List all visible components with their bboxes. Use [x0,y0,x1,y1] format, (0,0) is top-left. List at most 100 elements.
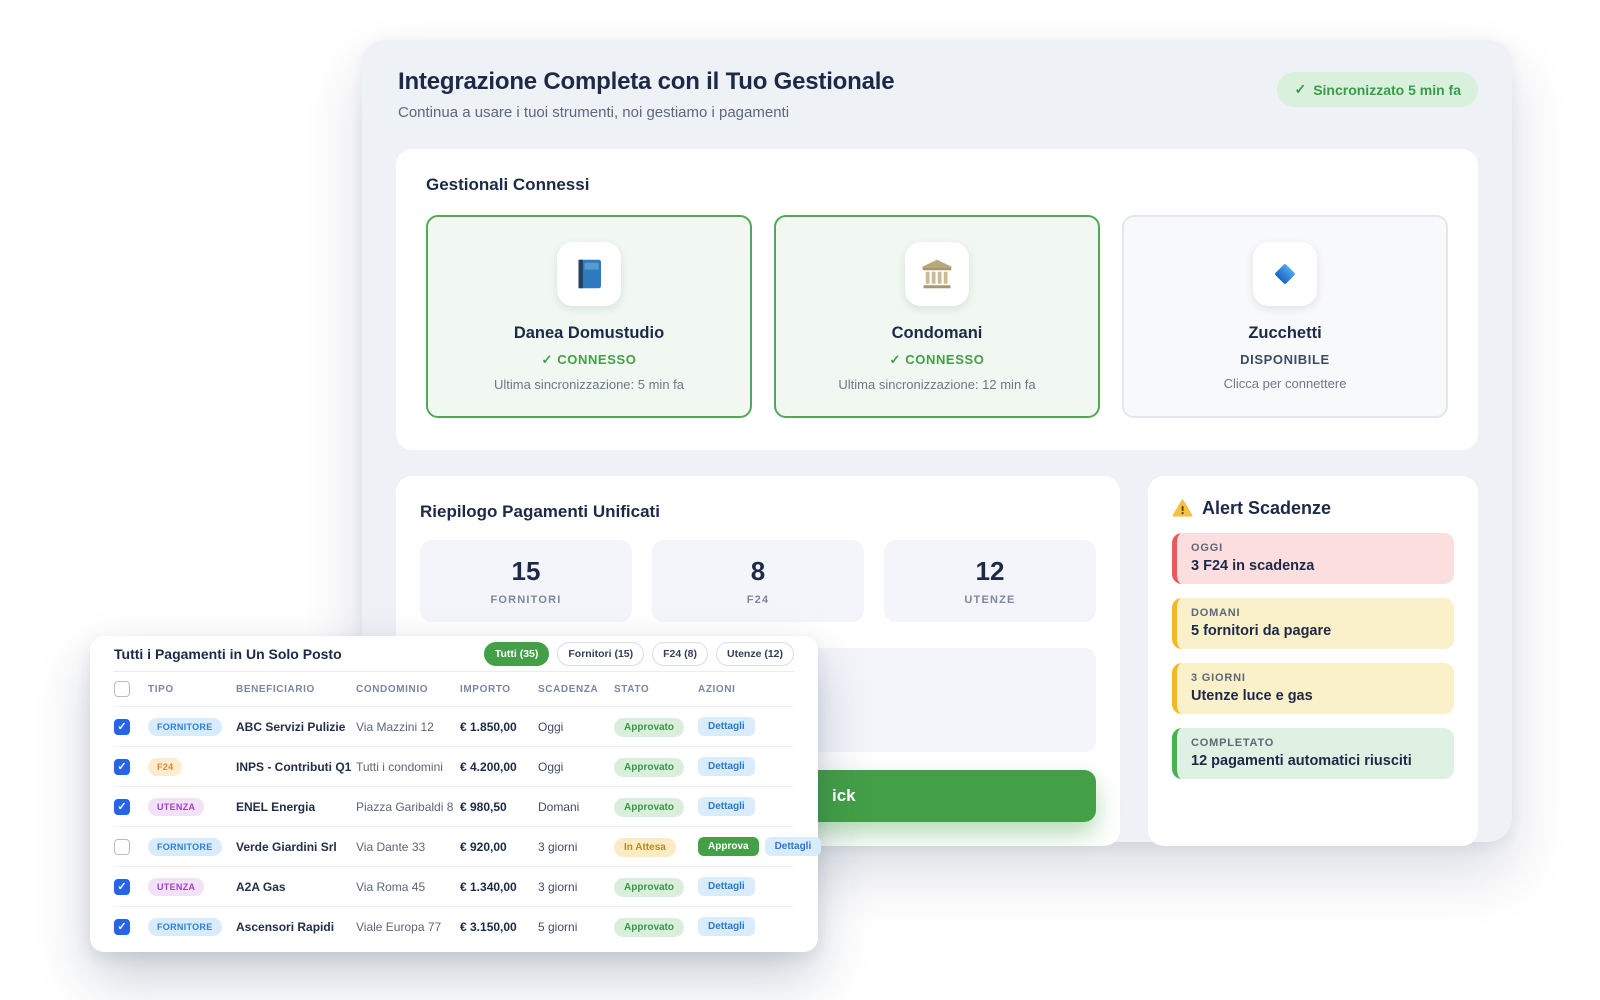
col-tipo: TIPO [148,683,174,695]
stat-utenze: 12 UTENZE [884,540,1096,622]
integration-name: Condomani [891,324,983,342]
col-importo: IMPORTO [460,683,511,695]
alert-label: OGGI [1191,542,1223,554]
dashboard-panel: Integrazione Completa con il Tuo Gestion… [362,40,1512,846]
filter-f24[interactable]: F24 (8) [652,641,708,666]
table-row: UTENZA A2A Gas Via Roma 45 € 1.340,00 3 … [114,866,794,906]
alert-label: DOMANI [1191,607,1241,619]
beneficiario-cell: ENEL Energia [236,799,316,814]
details-button[interactable]: Dettagli [698,917,755,936]
blue-diamond-icon [1275,264,1295,284]
filter-tutti[interactable]: Tutti (35) [483,641,550,666]
tipo-badge: FORNITORE [148,838,222,856]
alert-text: 3 F24 in scadenza [1191,558,1315,574]
beneficiario-cell: Ascensori Rapidi [236,919,335,934]
integration-status: ✓ CONNESSO [889,352,985,367]
details-button[interactable]: Dettagli [698,757,755,776]
condominio-cell: Via Mazzini 12 [356,719,434,734]
integration-card-condomani[interactable]: Condomani ✓ CONNESSO Ultima sincronizzaz… [774,215,1100,418]
alert-item-domani: DOMANI 5 fornitori da pagare [1172,598,1454,649]
row-checkbox[interactable] [114,798,130,815]
status-badge: Approvato [614,917,684,937]
col-stato: STATO [614,683,650,695]
filter-fornitori[interactable]: Fornitori (15) [557,641,645,666]
col-scadenza: SCADENZA [538,683,599,695]
approve-button[interactable]: Approva [698,837,759,856]
header-text: Integrazione Completa con il Tuo Gestion… [398,68,895,121]
table-row: FORNITORE Verde Giardini Srl Via Dante 3… [114,826,822,866]
beneficiario-cell: ABC Servizi Pulizie [236,719,346,734]
integration-name: Danea Domustudio [513,324,665,342]
integration-card-zucchetti[interactable]: Zucchetti DISPONIBILE Clicca per connett… [1122,215,1448,418]
importo-cell: € 3.150,00 [460,919,517,934]
condominio-cell: Via Roma 45 [356,879,426,894]
alert-text: 12 pagamenti automatici riusciti [1191,753,1412,769]
scadenza-cell: Domani [538,799,580,814]
stat-f24: 8 F24 [652,540,864,622]
col-azioni: AZIONI [698,683,736,695]
status-badge: Approvato [614,877,684,897]
condominio-cell: Via Dante 33 [356,839,426,854]
table-row: FORNITORE ABC Servizi Pulizie Via Mazzin… [114,706,794,746]
stat-fornitori: 15 FORNITORI [420,540,632,622]
pay-all-button-label: ick [832,786,856,805]
scadenza-cell: Oggi [538,759,564,774]
sync-status-badge: ✓ Sincronizzato 5 min fa [1277,72,1478,107]
dashboard-header: Integrazione Completa con il Tuo Gestion… [396,62,1478,121]
alert-item-oggi: OGGI 3 F24 in scadenza [1172,533,1454,584]
alerts-header: Alert Scadenze [1172,498,1454,519]
stat-label: UTENZE [964,594,1016,606]
integrations-title: Gestionali Connessi [426,175,590,194]
alert-item-completato: COMPLETATO 12 pagamenti automatici riusc… [1172,728,1454,779]
integration-sync-note: Ultima sincronizzazione: 5 min fa [493,377,685,392]
check-icon: ✓ [541,352,554,367]
row-checkbox[interactable] [114,878,130,895]
summary-title: Riepilogo Pagamenti Unificati [420,502,660,521]
integration-sync-note: Ultima sincronizzazione: 12 min fa [838,377,1036,392]
integration-connect-hint: Clicca per connettere [1223,376,1347,391]
condominio-cell: Piazza Garibaldi 8 [356,799,454,814]
integration-name: Zucchetti [1248,324,1322,342]
alert-item-3-giorni: 3 GIORNI Utenze luce e gas [1172,663,1454,714]
col-beneficiario: BENEFICIARIO [236,683,315,695]
tipo-badge: FORNITORE [148,718,222,736]
integration-card-danea[interactable]: Danea Domustudio ✓ CONNESSO Ultima sincr… [426,215,752,418]
tipo-badge: UTENZA [148,878,205,896]
icon-tile [1253,242,1317,306]
tipo-badge: FORNITORE [148,918,222,936]
page-title: Integrazione Completa con il Tuo Gestion… [398,68,895,95]
stat-value: 15 [511,556,541,586]
condominio-cell: Viale Europa 77 [356,919,442,934]
details-button[interactable]: Dettagli [698,717,755,736]
alert-label: 3 GIORNI [1191,672,1246,684]
condominio-cell: Tutti i condomini [356,759,443,774]
bank-building-icon [921,259,953,289]
table-row: F24 INPS - Contributi Q1 Tutti i condomi… [114,746,794,786]
row-checkbox[interactable] [114,758,130,775]
page-subtitle: Continua a usare i tuoi strumenti, noi g… [398,104,790,121]
importo-cell: € 920,00 [460,839,507,854]
details-button[interactable]: Dettagli [698,797,755,816]
status-badge: Approvato [614,797,684,817]
tipo-badge: F24 [148,758,183,776]
scadenza-cell: 3 giorni [538,839,578,854]
importo-cell: € 980,50 [460,799,507,814]
select-all-checkbox[interactable] [114,681,130,697]
alerts-title: Alert Scadenze [1202,498,1332,518]
check-icon: ✓ [1294,81,1307,97]
warning-triangle-icon [1172,499,1193,517]
scadenza-cell: 3 giorni [538,879,578,894]
details-button[interactable]: Dettagli [698,877,755,896]
filter-utenze[interactable]: Utenze (12) [715,641,794,666]
integrations-section: Gestionali Connessi Danea Domustudio ✓ C… [396,149,1478,450]
col-condominio: CONDOMINIO [356,683,429,695]
stat-label: F24 [746,594,770,606]
stat-value: 8 [750,556,766,586]
integration-status: ✓ CONNESSO [541,352,637,367]
row-checkbox[interactable] [114,718,130,735]
details-button[interactable]: Dettagli [764,837,822,856]
row-checkbox[interactable] [114,918,130,935]
row-checkbox[interactable] [114,838,130,855]
filter-chips: Tutti (35) Fornitori (15) F24 (8) Utenze… [483,641,794,666]
check-icon: ✓ [889,352,902,367]
